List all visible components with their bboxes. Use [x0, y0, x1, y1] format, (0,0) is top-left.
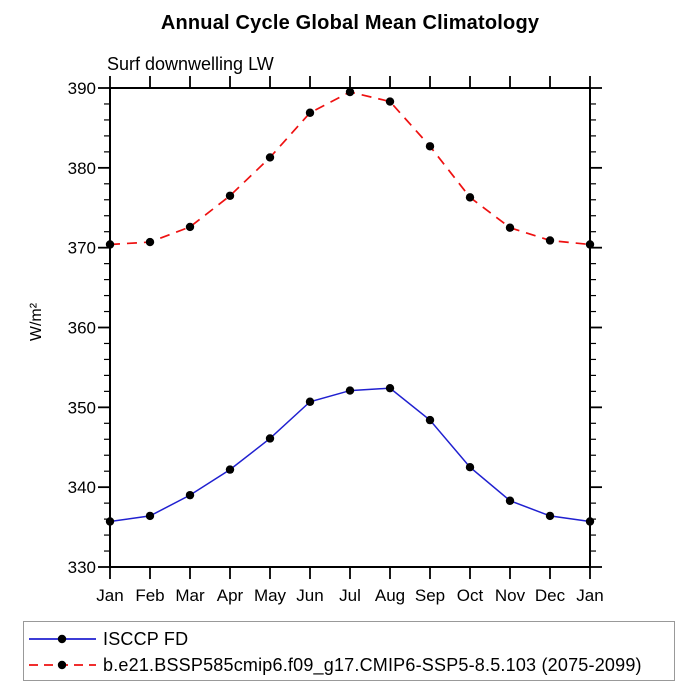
x-tick-label: Feb [135, 586, 164, 605]
chart-subtitle: Surf downwelling LW [107, 54, 274, 74]
x-tick-label: Aug [375, 586, 405, 605]
plot-frame [109, 87, 591, 568]
data-point [145, 511, 155, 521]
data-point [265, 434, 275, 443]
x-tick-label: May [254, 586, 287, 605]
data-point [425, 142, 435, 151]
x-tick-label: Dec [535, 586, 566, 605]
x-tick-label: Mar [175, 586, 205, 605]
legend-label-isccp: ISCCP FD [103, 628, 189, 649]
legend-box: ISCCP FD b.e21.BSSP585cmip6.f09_g17.CMIP… [23, 621, 675, 681]
data-point [185, 490, 195, 500]
y-tick-label: 390 [68, 79, 96, 98]
series-line-1 [109, 91, 591, 246]
data-point [105, 517, 115, 526]
y-tick-label: 340 [68, 478, 96, 497]
y-tick-label: 370 [68, 239, 96, 258]
data-point [545, 511, 555, 521]
legend-label-cmip6: b.e21.BSSP585cmip6.f09_g17.CMIP6-SSP5-8.… [103, 654, 642, 675]
data-point [185, 222, 195, 232]
data-point [105, 240, 115, 249]
x-tick-label: Jul [339, 586, 361, 605]
data-point [225, 191, 235, 200]
legend-line-sample-dashed [29, 660, 96, 670]
data-point [305, 397, 315, 406]
data-point [465, 193, 475, 202]
data-point [585, 517, 595, 526]
data-point [305, 108, 315, 117]
data-point [145, 237, 155, 247]
y-tick-label: 330 [68, 558, 96, 577]
data-point [505, 496, 515, 505]
data-point [225, 465, 235, 474]
legend-sample-marker [57, 660, 67, 670]
chart-title: Annual Cycle Global Mean Climatology [160, 12, 540, 34]
y-tick-label: 360 [68, 319, 96, 338]
x-tick-label: Jun [296, 586, 323, 605]
data-point [585, 240, 595, 249]
y-tick-label: 380 [68, 159, 96, 178]
x-tick-label: Nov [495, 586, 526, 605]
data-point [505, 223, 515, 232]
x-tick-label: Oct [457, 586, 484, 605]
legend-line-sample-solid [29, 634, 96, 644]
data-point [385, 97, 395, 106]
chart-canvas: 330 340 350 360 370 380 390 Jan Feb Mar Apr May Jun J… [68, 76, 604, 605]
data-point [545, 236, 555, 245]
legend-item-isccp: ISCCP FD [24, 626, 674, 652]
x-tick-label: Jan [96, 586, 123, 605]
data-point [265, 153, 275, 162]
x-tick-label: Apr [217, 586, 244, 605]
data-point [345, 386, 355, 395]
legend-sample-marker [57, 634, 67, 644]
x-tick-label: Jan [576, 586, 603, 605]
y-tick-label: 350 [68, 398, 96, 417]
data-point [425, 415, 435, 425]
series-line-0 [109, 387, 591, 523]
data-point [345, 87, 355, 97]
x-tick-label: Sep [415, 586, 445, 605]
data-point [465, 463, 475, 472]
legend-item-cmip6: b.e21.BSSP585cmip6.f09_g17.CMIP6-SSP5-8.… [24, 652, 674, 678]
data-point [385, 383, 395, 393]
